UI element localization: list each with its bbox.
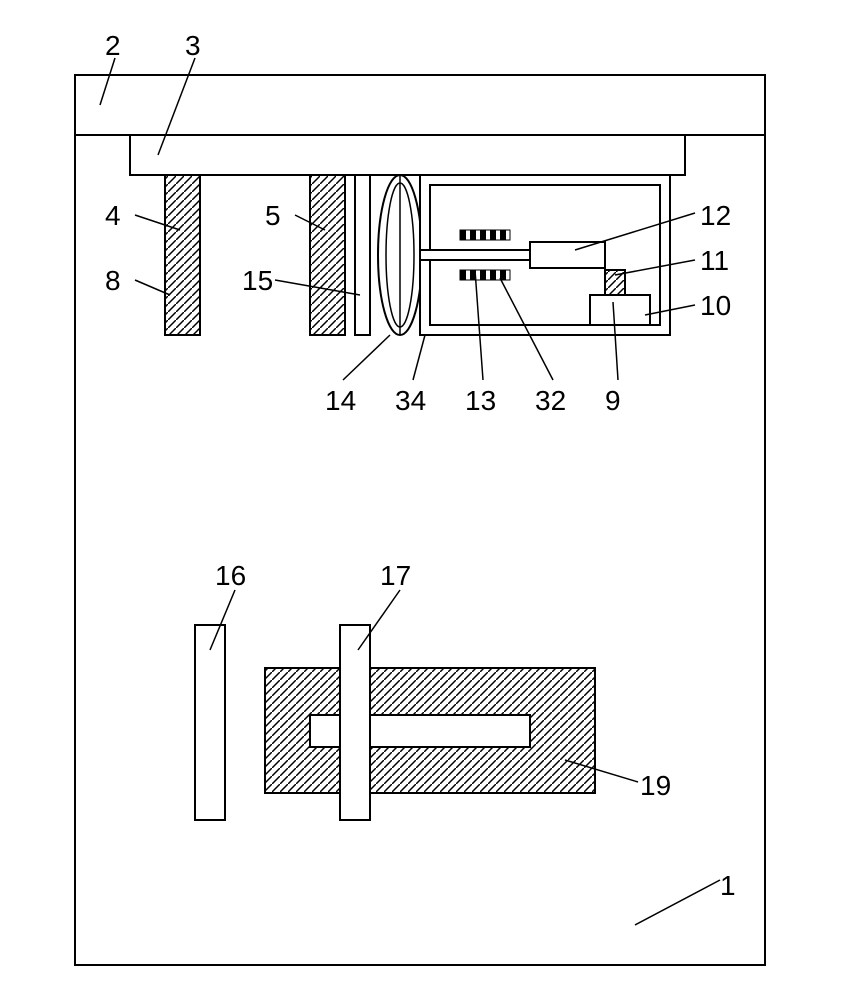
callout-label-10: 10 (700, 290, 731, 322)
callout-label-1: 1 (720, 870, 736, 902)
callout-label-32: 32 (535, 385, 566, 417)
diagram-canvas: 23458151211101434133291617191 (0, 0, 841, 1000)
callout-label-19: 19 (640, 770, 671, 802)
callout-label-12: 12 (700, 200, 731, 232)
callout-label-34: 34 (395, 385, 426, 417)
callout-label-4: 4 (105, 200, 121, 232)
callout-label-14: 14 (325, 385, 356, 417)
callout-label-16: 16 (215, 560, 246, 592)
callout-label-3: 3 (185, 30, 201, 62)
callout-label-2: 2 (105, 30, 121, 62)
callout-label-15: 15 (242, 265, 273, 297)
callout-label-11: 11 (700, 245, 729, 277)
technical-drawing-svg (0, 0, 841, 1000)
callout-label-13: 13 (465, 385, 496, 417)
callout-label-5: 5 (265, 200, 281, 232)
callout-label-8: 8 (105, 265, 121, 297)
callout-label-9: 9 (605, 385, 621, 417)
callout-label-17: 17 (380, 560, 411, 592)
